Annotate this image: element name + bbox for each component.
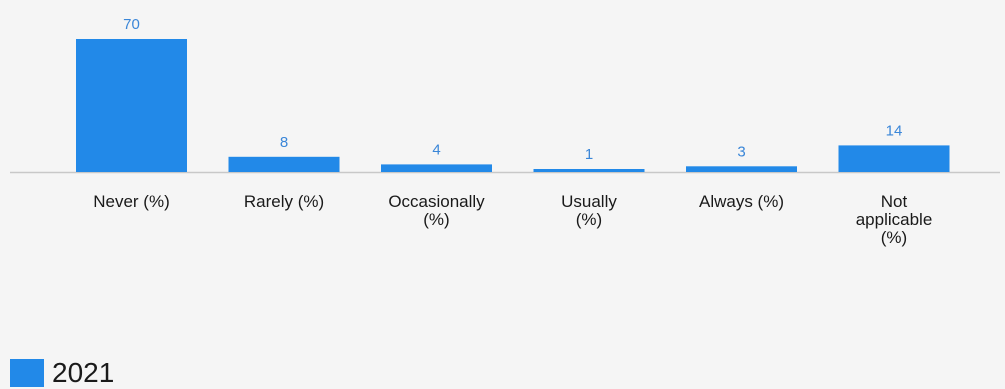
category-label: Occasionally (%) — [388, 192, 485, 229]
category-label-line: Usually — [561, 192, 617, 211]
bar — [686, 166, 797, 172]
bar — [76, 39, 187, 172]
bar — [533, 169, 645, 172]
legend-label: 2021 — [52, 357, 115, 388]
bar — [838, 145, 950, 172]
legend: 2021 — [10, 357, 114, 389]
bar — [228, 156, 340, 172]
category-label-line: Occasionally — [388, 192, 485, 211]
bar-value-label: 4 — [432, 141, 440, 158]
category-label-line: Never (%) — [93, 192, 170, 211]
bar-value-label: 14 — [886, 122, 903, 139]
category-label: Always (%) — [699, 192, 784, 211]
category-label-line: (%) — [576, 210, 602, 229]
category-label: Never (%) — [93, 192, 170, 211]
category-label-line: Not — [881, 192, 908, 211]
bar — [381, 164, 492, 172]
legend-swatch — [10, 359, 44, 387]
category-label-line: (%) — [423, 210, 449, 229]
bar-value-label: 3 — [737, 143, 745, 160]
category-label-line: applicable — [856, 210, 933, 229]
category-label: Usually (%) — [561, 192, 617, 229]
bar-value-label: 1 — [585, 146, 593, 163]
category-label: Rarely (%) — [244, 192, 324, 211]
category-label-line: Rarely (%) — [244, 192, 324, 211]
category-label-line: Always (%) — [699, 192, 784, 211]
category-label-line: (%) — [881, 228, 907, 247]
category-label: Not applicable (%) — [856, 192, 933, 247]
bar-value-label: 8 — [280, 134, 288, 151]
bar-value-label: 70 — [123, 16, 140, 33]
